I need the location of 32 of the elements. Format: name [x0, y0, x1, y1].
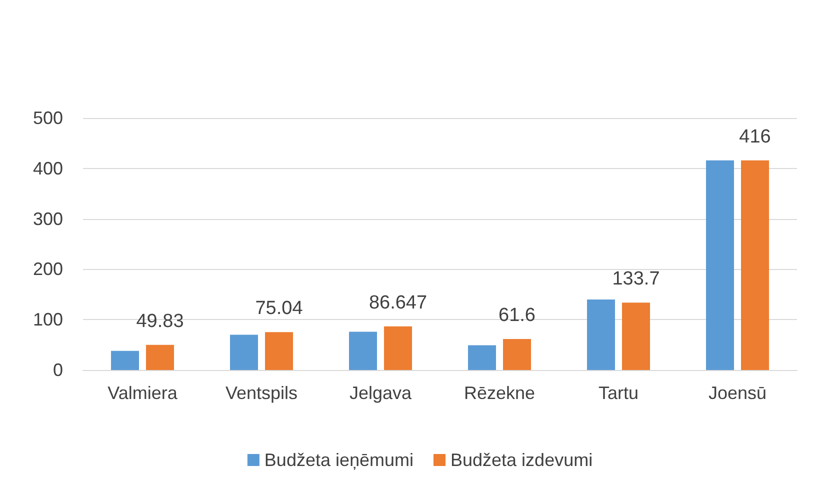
x-tick-label: Valmiera [108, 383, 178, 403]
bar [587, 299, 615, 370]
bar [622, 302, 650, 370]
bar [265, 332, 293, 370]
bar [741, 160, 769, 370]
legend-label: Budžeta ieņēmumi [264, 450, 414, 470]
legend-label: Budžeta izdevumi [450, 450, 593, 470]
data-label: 61.6 [498, 304, 536, 326]
y-tick-label: 100 [32, 310, 63, 330]
bar [503, 338, 531, 370]
y-tick-label: 300 [32, 208, 63, 229]
x-tick-label: Ventspils [225, 383, 298, 403]
data-label: 49.83 [136, 310, 184, 332]
y-tick-label: 0 [52, 360, 63, 380]
x-tick-label: Joensū [708, 383, 767, 403]
bar [146, 344, 174, 370]
data-label: 133.7 [612, 268, 660, 290]
bar [349, 332, 377, 370]
y-tick-label: 400 [32, 158, 63, 178]
x-tick-label: Tartu [598, 383, 639, 403]
y-tick-label: 200 [32, 259, 63, 280]
data-label: 86.647 [368, 292, 428, 314]
data-label: 75.04 [255, 298, 304, 320]
bar [384, 326, 412, 370]
x-tick-label: Jelgava [349, 383, 413, 403]
bar [111, 350, 139, 370]
y-tick-label: 500 [32, 108, 63, 128]
bar [230, 334, 258, 370]
bar [706, 160, 734, 370]
bar [468, 345, 496, 370]
x-tick-label: Rēzekne [464, 383, 536, 403]
data-label: 416 [739, 126, 771, 148]
